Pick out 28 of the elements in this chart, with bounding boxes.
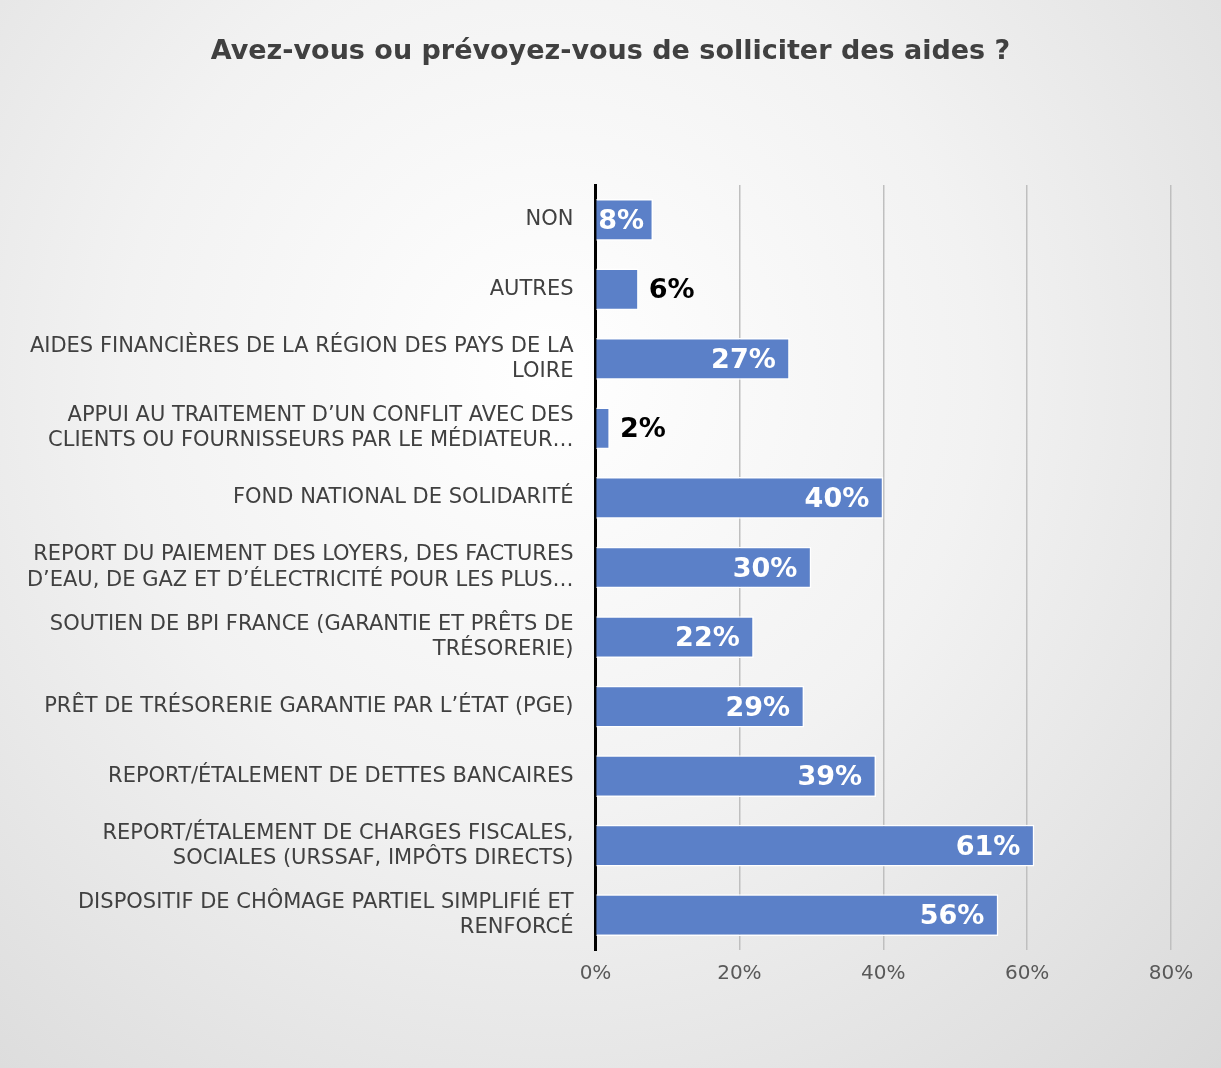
data-label: 30% [732, 551, 798, 583]
y-tick-label: AUTRES [489, 275, 574, 300]
data-label: 56% [919, 899, 985, 931]
y-tick-label: REPORT DU PAIEMENT DES LOYERS, DES FACTURES D’EAU, DE GAZ ET D’ÉLECTRICITÉ POUR LES PLUS… [26, 541, 574, 591]
y-tick-label: DISPOSITIF DE CHÔMAGE PARTIEL SIMPLIFIÉ ET RENFORCÉ [77, 888, 574, 939]
data-label: 2% [619, 412, 666, 444]
x-tick-label: 80% [1148, 960, 1194, 985]
data-label: 29% [725, 690, 791, 722]
data-label: 39% [797, 760, 863, 792]
y-tick-label: FOND NATIONAL DE SOLIDARITÉ [232, 483, 574, 509]
chart-title: Avez-vous ou prévoyez-vous de solliciter des aides ? [209, 34, 1012, 65]
data-label: 61% [955, 829, 1021, 861]
x-tick-label: 20% [717, 960, 762, 985]
x-tick-label: 40% [861, 960, 906, 985]
x-tick-label: 0% [579, 960, 612, 985]
data-label: 27% [711, 342, 776, 374]
data-label: 8% [598, 203, 645, 235]
y-tick-label: REPORT/ÉTALEMENT DE CHARGES FISCALES, SOCIALES (URSSAF, IMPÔTS DIRECTS) [102, 818, 574, 869]
data-label: 22% [675, 621, 740, 653]
y-tick-label: REPORT/ÉTALEMENT DE DETTES BANCAIRES [108, 761, 574, 787]
y-tick-label: SOUTIEN DE BPI FRANCE (GARANTIE ET PRÊTS DE TRÉSORERIE) [49, 609, 574, 661]
y-tick-label: PRÊT DE TRÉSORERIE GARANTIE PAR L’ÉTAT (PGE) [44, 692, 574, 718]
y-tick-label: APPUI AU TRAITEMENT D’UN CONFLIT AVEC DES CLIENTS OU FOURNISSEURS PAR LE MÉDIATEUR… [48, 402, 574, 452]
data-label: 6% [648, 273, 695, 305]
x-tick-label: 60% [1004, 960, 1050, 985]
data-label: 40% [804, 481, 870, 513]
y-tick-label: NON [525, 206, 574, 231]
y-tick-label: AIDES FINANCIÈRES DE LA RÉGION DES PAYS DE LA LOIRE [29, 331, 575, 382]
